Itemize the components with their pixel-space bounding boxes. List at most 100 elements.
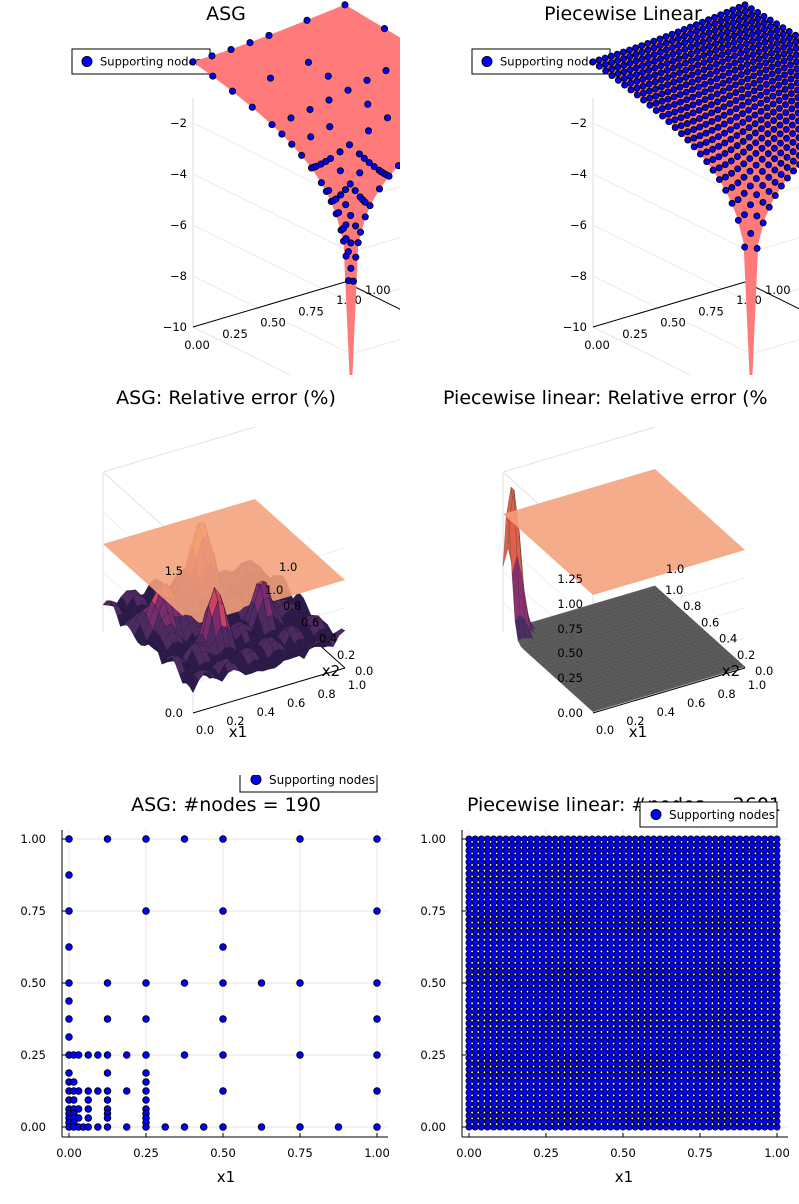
supporting-node <box>760 220 766 226</box>
supporting-node <box>478 1026 484 1032</box>
supporting-node <box>472 1095 478 1101</box>
supporting-node <box>700 39 706 45</box>
supporting-node <box>722 150 728 156</box>
supporting-node <box>741 174 747 180</box>
axes-frame-line <box>503 427 655 472</box>
legend-label: Supporting nodes <box>269 775 375 787</box>
supporting-node <box>601 928 607 934</box>
supporting-node <box>577 951 583 957</box>
supporting-node <box>503 1084 509 1090</box>
supporting-node <box>634 85 640 91</box>
supporting-node <box>721 121 727 127</box>
supporting-node <box>484 842 490 848</box>
supporting-node <box>620 974 626 980</box>
supporting-node <box>608 917 614 923</box>
supporting-node <box>558 974 564 980</box>
error-surface <box>503 469 745 712</box>
supporting-node <box>509 899 515 905</box>
supporting-node <box>757 85 763 91</box>
supporting-node <box>497 1095 503 1101</box>
supporting-node <box>546 1003 552 1009</box>
supporting-node <box>571 1020 577 1026</box>
supporting-node <box>614 859 620 865</box>
supporting-node <box>85 1115 92 1122</box>
supporting-node <box>577 1043 583 1049</box>
supporting-node <box>534 940 540 946</box>
supporting-node <box>780 25 786 31</box>
supporting-node <box>608 899 614 905</box>
supporting-node <box>589 968 595 974</box>
supporting-node <box>589 853 595 859</box>
supporting-node <box>766 162 772 168</box>
supporting-node <box>491 1032 497 1038</box>
supporting-node <box>759 168 765 174</box>
supporting-node <box>491 957 497 963</box>
supporting-node <box>521 1003 527 1009</box>
supporting-node <box>472 847 478 853</box>
supporting-node <box>734 123 740 129</box>
supporting-node <box>478 1061 484 1067</box>
supporting-node <box>503 1009 509 1015</box>
supporting-node <box>552 1118 558 1124</box>
supporting-node <box>601 945 607 951</box>
supporting-node <box>497 865 503 871</box>
supporting-node <box>577 922 583 928</box>
supporting-node <box>546 1112 552 1118</box>
supporting-node <box>503 1124 509 1130</box>
supporting-node <box>712 27 718 33</box>
supporting-node <box>577 940 583 946</box>
supporting-node <box>364 77 370 83</box>
supporting-node <box>595 1043 601 1049</box>
supporting-node <box>521 1107 527 1113</box>
supporting-node <box>735 197 741 203</box>
supporting-node <box>676 42 682 48</box>
supporting-node <box>589 1014 595 1020</box>
supporting-node <box>491 1118 497 1124</box>
supporting-node <box>491 1061 497 1067</box>
supporting-node <box>589 1078 595 1084</box>
supporting-node <box>768 37 774 43</box>
supporting-node <box>614 1032 620 1038</box>
supporting-node <box>466 1107 472 1113</box>
supporting-node <box>746 107 752 113</box>
x-tick-label: 0.25 <box>622 327 648 341</box>
supporting-node <box>706 30 712 36</box>
supporting-node <box>743 28 749 34</box>
supporting-node <box>640 90 646 96</box>
supporting-node <box>534 934 540 940</box>
supporting-node <box>583 1124 589 1130</box>
supporting-node <box>589 894 595 900</box>
supporting-node <box>620 876 626 882</box>
supporting-node <box>589 1095 595 1101</box>
supporting-node <box>704 159 710 165</box>
panel-title: ASG: Relative error (%) <box>116 387 336 409</box>
supporting-node <box>620 1118 626 1124</box>
supporting-node <box>497 1009 503 1015</box>
supporting-node <box>305 59 311 65</box>
supporting-node <box>534 1066 540 1072</box>
supporting-node <box>589 865 595 871</box>
supporting-node <box>571 928 577 934</box>
supporting-node <box>478 1084 484 1090</box>
supporting-node <box>66 944 73 951</box>
supporting-node <box>491 1101 497 1107</box>
supporting-node <box>681 26 687 32</box>
supporting-node <box>509 1066 515 1072</box>
pl-error-plot: Piecewise linear: Relative error (% 0.00… <box>400 375 799 775</box>
supporting-node <box>620 1055 626 1061</box>
supporting-node <box>749 12 755 18</box>
supporting-node <box>726 63 732 69</box>
supporting-node <box>775 54 781 60</box>
z-tick-label: 0.00 <box>557 706 583 720</box>
supporting-node <box>771 118 777 124</box>
supporting-node <box>614 836 620 842</box>
supporting-node <box>626 1003 632 1009</box>
pl-surface-plot: Piecewise Linear Supporting nodes −2−4−6… <box>400 0 799 375</box>
supporting-node <box>738 72 744 78</box>
supporting-node <box>748 230 754 236</box>
legend-marker <box>251 775 261 785</box>
supporting-node <box>497 980 503 986</box>
supporting-node <box>564 1112 570 1118</box>
y-tick-label: 1.00 <box>20 832 46 846</box>
supporting-node <box>626 928 632 934</box>
